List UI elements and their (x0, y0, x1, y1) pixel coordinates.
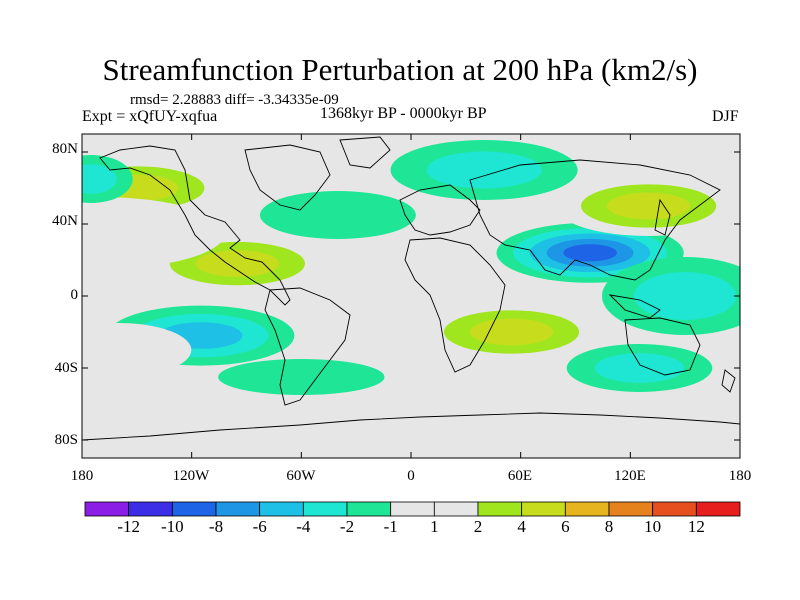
contour-region (563, 244, 617, 262)
contour-region (469, 318, 554, 346)
colorbar-label: -4 (296, 517, 311, 536)
lon-tick-label: 120E (614, 468, 646, 484)
lon-tick-label: 180 (728, 468, 752, 484)
colorbar-box (433, 501, 479, 517)
lat-tick-label: 40N (52, 213, 78, 229)
colorbar-label: -2 (339, 517, 355, 536)
colorbar-box (128, 501, 173, 517)
colorbar-label: 8 (604, 517, 614, 536)
lat-tick-label: 80S (54, 432, 78, 448)
colorbar-box (259, 501, 304, 517)
contour-region (82, 164, 117, 194)
colorbar (84, 501, 741, 517)
colorbar-box (521, 501, 566, 517)
colorbar-box (171, 501, 217, 517)
colorbar-box (608, 501, 654, 517)
lat-tick-label: 40S (54, 360, 78, 376)
colorbar-label: 12 (687, 517, 705, 536)
period-label: 1368kyr BP - 0000kyr BP (320, 105, 487, 122)
lon-tick-label: 60W (286, 468, 316, 484)
contour-blobs (82, 140, 740, 395)
colorbar-label: 10 (644, 517, 662, 536)
colorbar-label: -10 (160, 517, 184, 536)
coastlines (82, 136, 740, 441)
stats-text: rmsd= 2.28883 diff= -3.34335e-09 (130, 92, 339, 108)
colorbar-label: 6 (561, 517, 570, 536)
lon-tick-label: 0 (407, 468, 415, 484)
contour-region (426, 151, 542, 189)
lon-tick-label: 60E (507, 468, 533, 484)
figure-title: Streamfunction Perturbation at 200 hPa (… (102, 52, 698, 87)
colorbar-box (346, 501, 392, 517)
contour-region (195, 250, 279, 277)
colorbar-box (477, 501, 523, 517)
lat-tick-label: 0 (70, 287, 79, 303)
lon-tick-label: 120W (172, 468, 210, 484)
colorbar-box (564, 501, 610, 517)
contour-region (82, 197, 226, 269)
colorbar-label: -6 (252, 517, 267, 536)
colorbar-label: 1 (430, 517, 439, 536)
contour-region (594, 353, 685, 383)
colorbar-label: -8 (208, 517, 224, 536)
colorbar-label: 4 (517, 517, 526, 536)
colorbar-box (695, 501, 741, 517)
colorbar-box (215, 501, 261, 517)
contour-region (82, 323, 192, 377)
contour-region (218, 359, 385, 395)
experiment-label: Expt = xQfUY-xqfua (82, 108, 218, 125)
colorbar-box (302, 501, 348, 517)
colorbar-box (390, 501, 435, 517)
colorbar-box (652, 501, 697, 517)
contour-region (633, 272, 737, 320)
axis-ticks (81, 134, 741, 458)
colorbar-label: 2 (473, 517, 483, 536)
colorbar-box (84, 501, 130, 517)
lon-tick-label: 180 (70, 468, 94, 484)
season-label: DJF (712, 108, 739, 125)
contour-region (385, 362, 510, 392)
lat-tick-label: 80N (52, 141, 78, 157)
contour-region (259, 191, 416, 239)
contour-region (607, 192, 691, 220)
contour-field (82, 134, 740, 458)
colorbar-label: -1 (383, 517, 398, 536)
colorbar-label: -12 (117, 517, 140, 536)
